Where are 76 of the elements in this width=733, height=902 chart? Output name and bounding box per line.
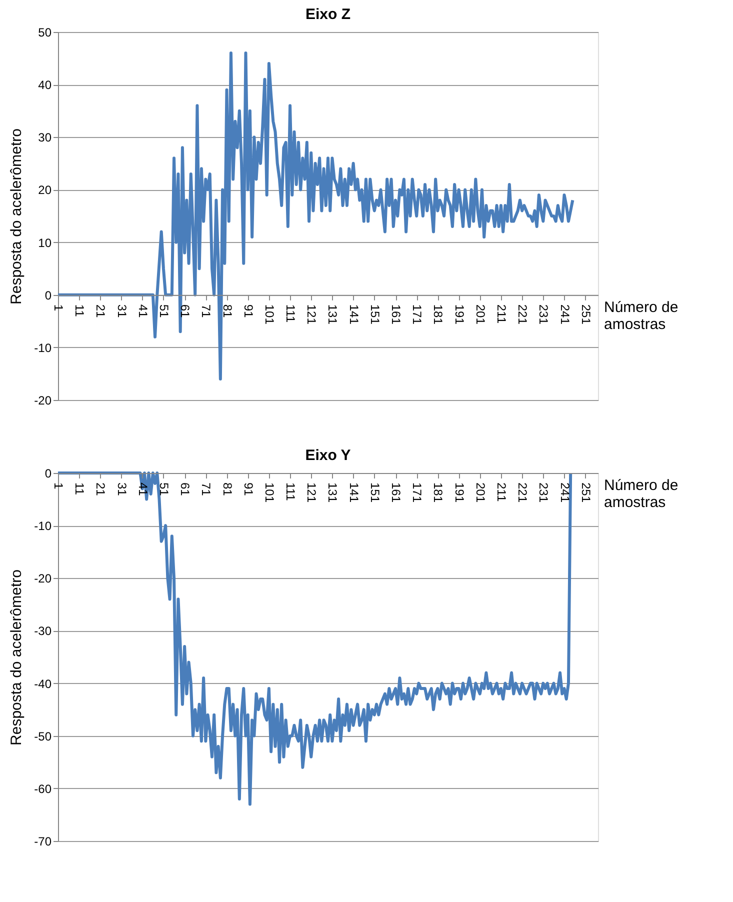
x-tick-label: 61 [178, 482, 192, 496]
y-tick-label: 0 [44, 466, 52, 480]
x-tick-label: 181 [431, 482, 446, 503]
x-tick-label: 1 [52, 482, 66, 490]
y-tick-label: 50 [38, 26, 52, 40]
x-tick-label: 61 [178, 304, 192, 318]
x-tick-label: 211 [494, 482, 508, 502]
y-tick-label: -70 [34, 834, 52, 848]
chart-title: Eixo Z [305, 6, 351, 23]
x-tick-label: 221 [516, 482, 530, 503]
x-tick-label: 11 [72, 482, 87, 496]
x-tick-label: 141 [346, 304, 361, 325]
x-tick-label: 241 [558, 304, 572, 325]
x-tick-label: 41 [136, 482, 150, 496]
x-tick-label: 41 [136, 304, 150, 318]
x-tick-label: 111 [284, 304, 298, 323]
x-tick-label: 151 [368, 304, 382, 325]
x-tick-label: 1 [52, 304, 66, 312]
x-tick-label: 151 [368, 482, 382, 503]
x-tick-label: 181 [431, 304, 446, 325]
x-tick-label: 231 [536, 482, 551, 503]
x-tick-label: 221 [516, 304, 530, 325]
x-tick-label: 171 [410, 482, 424, 503]
x-tick-label: 231 [536, 304, 551, 325]
x-tick-label: 161 [389, 304, 403, 325]
y-tick-label: -10 [34, 340, 52, 355]
x-tick-label: 71 [199, 304, 214, 318]
x-tick-label: 241 [558, 482, 572, 503]
x-tick-label: 81 [220, 482, 234, 496]
y-tick-label: -20 [34, 394, 52, 408]
y-tick-label: -50 [34, 729, 52, 744]
x-tick-label: 91 [241, 304, 256, 318]
x-tick-label: 91 [241, 482, 256, 496]
x-tick-label: 211 [494, 304, 508, 324]
x-tick-label: 51 [156, 482, 171, 496]
x-tick-label: 251 [578, 304, 593, 325]
x-tick-label: 31 [114, 304, 129, 318]
x-tick-label: 21 [94, 304, 108, 318]
x-tick-label: 201 [473, 482, 488, 503]
y-tick-label: 40 [38, 78, 52, 92]
y-tick-label: 10 [38, 236, 52, 250]
chart-title: Eixo Y [305, 447, 351, 464]
x-tick-label: 191 [452, 482, 466, 503]
line-series [56, 52, 574, 380]
y-tick-label: -10 [34, 519, 52, 534]
x-tick-label: 251 [578, 482, 593, 503]
y-tick-label: -40 [34, 676, 52, 691]
x-tick-label: 161 [389, 482, 403, 503]
x-tick-label: 131 [326, 304, 340, 325]
x-tick-label: 11 [72, 304, 87, 318]
x-axis-title: Número de amostras [604, 298, 678, 333]
x-tick-label: 141 [346, 482, 361, 503]
x-tick-label: 101 [262, 482, 276, 503]
y-axis-title: Resposta do acelerômetro [8, 128, 26, 304]
x-tick-label: 71 [199, 482, 214, 496]
x-tick-label: 81 [220, 304, 234, 318]
x-tick-label: 171 [410, 304, 424, 325]
x-tick-label: 201 [473, 304, 488, 325]
line-series [56, 472, 572, 806]
y-tick-label: 30 [38, 130, 52, 145]
y-tick-label: -60 [34, 782, 52, 796]
x-tick-label: 131 [326, 482, 340, 503]
x-tick-label: 51 [156, 304, 171, 318]
x-tick-label: 31 [114, 482, 129, 496]
y-tick-label: -30 [34, 624, 52, 638]
y-tick-label: 0 [44, 288, 52, 302]
x-tick-label: 101 [262, 304, 276, 325]
y-axis-title: Resposta do acelerômetro [8, 570, 26, 746]
x-tick-label: 111 [284, 482, 298, 502]
y-tick-label: 20 [38, 183, 52, 198]
x-tick-label: 191 [452, 304, 466, 325]
x-tick-label: 121 [304, 304, 319, 325]
y-tick-label: -20 [34, 572, 52, 586]
x-axis-title: Número de amostras [604, 477, 678, 511]
x-tick-label: 21 [94, 482, 108, 496]
x-tick-label: 121 [304, 482, 319, 503]
